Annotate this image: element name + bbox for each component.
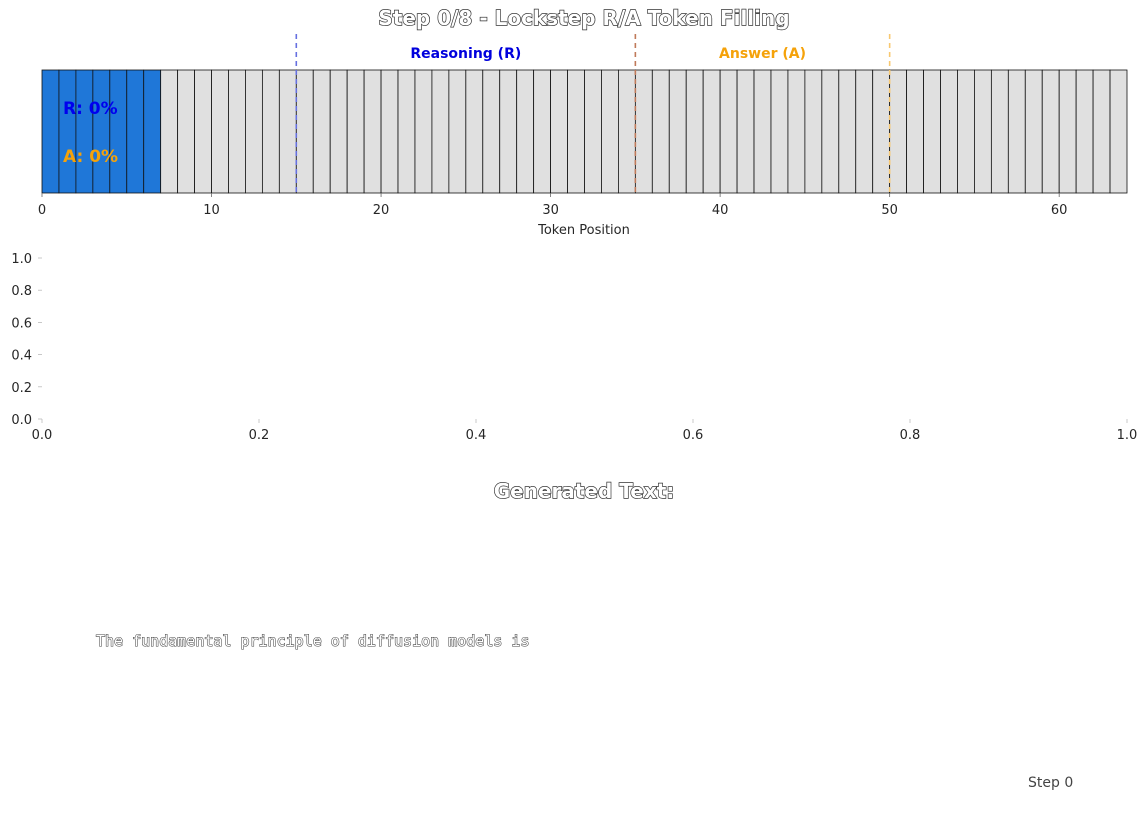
token-cell (923, 69, 941, 194)
token-cell (855, 69, 874, 194)
token-cell (278, 69, 297, 194)
y-tick-label: 0.0 (11, 413, 32, 428)
token-cell (92, 69, 111, 194)
reasoning-progress-label: R: 0% (63, 99, 118, 119)
x-tick-label: 1.0 (1117, 428, 1138, 443)
token-cell (584, 69, 602, 194)
strip-x-ticks: 0 10 20 30 40 50 60 (38, 193, 1068, 218)
section-labels: Reasoning (R) Answer (A) (410, 46, 806, 62)
token-cell (753, 69, 772, 194)
token-cell (651, 69, 670, 194)
x-tick-label: 50 (881, 203, 898, 218)
token-cell (601, 69, 619, 194)
token-cell (974, 69, 992, 194)
token-cell (550, 69, 568, 194)
token-cell (261, 69, 280, 194)
reasoning-section-label: Reasoning (R) (410, 46, 521, 62)
token-cell (889, 69, 908, 194)
token-cell (194, 69, 212, 194)
token-cell (75, 69, 94, 194)
token-cell (380, 69, 399, 194)
token-cell (1024, 69, 1043, 194)
y-tick-label: 0.6 (11, 316, 32, 331)
x-tick-label: 0 (38, 203, 46, 218)
token-cell (414, 69, 433, 194)
token-cell (499, 69, 518, 194)
x-tick-label: 10 (203, 203, 220, 218)
token-cell (516, 69, 535, 194)
token-cell (787, 69, 806, 194)
token-cell (736, 69, 755, 194)
x-axis-label: Token Position (537, 223, 630, 238)
token-cell (872, 69, 891, 194)
token-cell (346, 69, 365, 194)
step-label: Step 0 (1028, 775, 1073, 791)
chart-title: Step 0/8 - Lockstep R/A Token Filling (378, 6, 789, 30)
answer-section-label: Answer (A) (719, 46, 806, 62)
token-cell (482, 69, 501, 194)
token-cell (126, 69, 145, 194)
token-cell (821, 69, 840, 194)
x-tick-label: 30 (542, 203, 559, 218)
token-cell (397, 69, 416, 194)
token-cell (1075, 69, 1094, 194)
x-tick-label: 0.2 (249, 428, 270, 443)
progress-axes: 0.0 0.2 0.4 0.6 0.8 1.0 0.0 0.2 0.4 0.6 0.8 1.0 (11, 252, 1137, 443)
answer-progress-label: A: 0% (63, 147, 118, 167)
token-cell (618, 69, 636, 194)
y-tick-label: 0.2 (11, 381, 32, 396)
x-tick-label: 40 (712, 203, 729, 218)
x-tick-label: 0.8 (900, 428, 921, 443)
token-cell (177, 69, 195, 194)
token-cell (804, 69, 823, 194)
token-cell (567, 69, 585, 194)
token-cell (329, 69, 348, 194)
token-cell (719, 69, 738, 194)
token-cell (906, 69, 924, 194)
token-cell (41, 69, 60, 194)
token-cell (295, 69, 314, 194)
token-cell (940, 69, 958, 194)
x-tick-label: 0.0 (32, 428, 53, 443)
x-tick-label: 0.4 (466, 428, 487, 443)
token-cell (312, 69, 331, 194)
token-cell (838, 69, 857, 194)
token-cell (770, 69, 789, 194)
token-cell (1092, 69, 1111, 194)
token-cell (1041, 69, 1060, 194)
y-tick-label: 0.4 (11, 349, 32, 364)
y-tick-label: 0.8 (11, 284, 32, 299)
token-cell (685, 69, 704, 194)
token-cell (228, 69, 246, 194)
token-cell (448, 69, 467, 194)
token-cell (143, 69, 162, 194)
token-cell (58, 69, 77, 194)
token-cell (245, 69, 263, 194)
x-tick-label: 20 (373, 203, 390, 218)
x-tick-label: 60 (1051, 203, 1068, 218)
token-cell (211, 69, 229, 194)
token-cell (668, 69, 687, 194)
token-cell (109, 69, 128, 194)
generated-text-heading: Generated Text: (494, 479, 675, 503)
x-tick-label: 0.6 (683, 428, 704, 443)
token-cell (957, 69, 975, 194)
token-cell (634, 69, 653, 194)
generated-text: The fundamental principle of diffusion m… (96, 632, 529, 650)
token-cell (1058, 69, 1077, 194)
token-cell (160, 69, 179, 194)
token-cell (533, 69, 551, 194)
token-strip (41, 69, 1128, 194)
token-cell (702, 69, 721, 194)
y-tick-label: 1.0 (11, 252, 32, 267)
token-cell (431, 69, 450, 194)
token-cell (990, 69, 1009, 194)
token-cell (1007, 69, 1026, 194)
token-cell (363, 69, 382, 194)
token-cell (1109, 69, 1128, 194)
token-cell (465, 69, 484, 194)
